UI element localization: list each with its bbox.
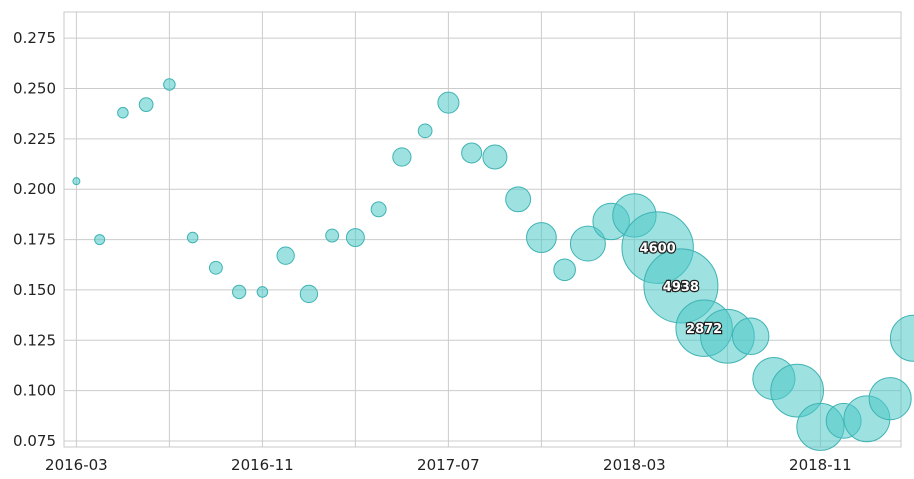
data-point [163,78,176,91]
data-point [256,286,269,298]
y-tick-label: 0.225 [13,130,56,148]
data-point [461,142,483,164]
data-point [417,123,433,139]
x-tick-label: 2017-07 [417,456,480,474]
data-point [231,284,247,300]
data-point [868,377,912,421]
data-point [186,231,199,244]
data-point [437,91,460,114]
plot-area-frame [63,11,902,448]
data-point [505,186,532,213]
data-point [392,147,412,167]
data-point [889,314,914,362]
data-point [299,284,319,304]
data-point [370,201,387,218]
x-tick-label: 2016-03 [45,456,108,474]
data-point [345,228,365,248]
y-tick-label: 0.150 [13,281,56,299]
x-gridlines [75,12,821,447]
data-point [138,97,154,113]
data-point [117,106,129,119]
data-point [276,246,295,265]
data-point [94,234,106,246]
y-tick-label: 0.100 [13,382,56,400]
x-tick-label: 2016-11 [231,456,294,474]
data-point [569,225,606,262]
data-point [325,228,340,243]
y-tick-label: 0.175 [13,231,56,249]
data-point [72,177,81,186]
data-point [770,363,824,418]
x-axis-tick-labels: 2016-03 2016-11 2017-07 2018-03 2018-11 [45,456,852,474]
x-tick-label: 2018-11 [789,456,852,474]
y-tick-label: 0.250 [13,80,56,98]
data-point [526,222,557,253]
y-tick-label: 0.275 [13,29,56,47]
data-point [553,258,576,282]
y-tick-label: 0.075 [13,432,56,450]
data-point [482,144,508,170]
data-label: 4600 [640,242,676,257]
y-axis-tick-labels: 0.075 0.100 0.125 0.150 0.175 0.200 0.225 0.250… [13,29,56,450]
data-point [208,260,223,275]
data-point [731,317,770,355]
data-label: 4938 [663,280,699,295]
y-gridlines [64,37,901,442]
x-tick-label: 2018-03 [603,456,666,474]
bubble-series [72,78,914,451]
data-label: 2872 [686,322,722,337]
y-tick-label: 0.125 [13,331,56,349]
data-labels: 4600 4938 2872 [638,240,723,338]
y-tick-label: 0.200 [13,180,56,198]
